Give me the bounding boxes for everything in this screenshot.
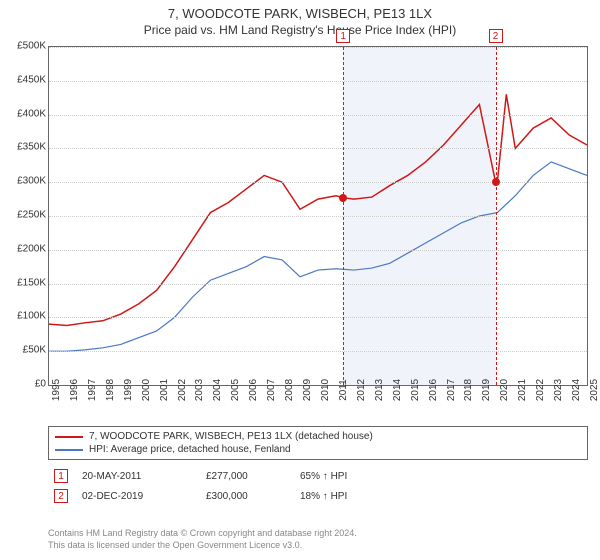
chart-title: 7, WOODCOTE PARK, WISBECH, PE13 1LX [0,0,600,23]
legend-label: 7, WOODCOTE PARK, WISBECH, PE13 1LX (det… [89,431,373,442]
legend: 7, WOODCOTE PARK, WISBECH, PE13 1LX (det… [48,426,588,506]
x-axis-label: 2023 [553,379,564,401]
gridline [49,81,587,82]
marker-price: £300,000 [206,491,286,502]
x-axis-label: 2008 [284,379,295,401]
y-axis-label: £350K [2,142,46,153]
x-axis-label: 2013 [374,379,385,401]
gridline [49,182,587,183]
x-axis-label: 2006 [248,379,259,401]
y-axis-label: £500K [2,41,46,52]
x-axis-label: 2017 [446,379,457,401]
gridline [49,284,587,285]
x-axis-label: 2022 [535,379,546,401]
marker-dot [339,194,347,202]
marker-number-box: 1 [54,469,68,483]
markers-table: 1 20-MAY-2011 £277,000 65% ↑ HPI 2 02-DE… [48,466,588,506]
series-line-hpi [49,162,587,351]
marker-row-1: 1 20-MAY-2011 £277,000 65% ↑ HPI [48,466,588,486]
legend-swatch [55,436,83,438]
x-axis-label: 2005 [230,379,241,401]
footnote-line: Contains HM Land Registry data © Crown c… [48,528,588,540]
y-axis-label: £150K [2,277,46,288]
marker-number-box: 2 [54,489,68,503]
chart-subtitle: Price paid vs. HM Land Registry's House … [0,23,600,41]
x-axis-label: 2021 [517,379,528,401]
y-axis-label: £50K [2,345,46,356]
x-axis-label: 2001 [159,379,170,401]
marker-flag: 1 [336,29,350,43]
y-axis-label: £400K [2,108,46,119]
x-axis-label: 1998 [105,379,116,401]
chart-container: 7, WOODCOTE PARK, WISBECH, PE13 1LX Pric… [0,0,600,560]
x-axis-label: 2003 [194,379,205,401]
y-axis-label: £450K [2,74,46,85]
marker-row-2: 2 02-DEC-2019 £300,000 18% ↑ HPI [48,486,588,506]
x-axis-label: 2007 [266,379,277,401]
x-axis-label: 2012 [356,379,367,401]
x-axis-label: 1999 [123,379,134,401]
marker-date: 02-DEC-2019 [82,491,192,502]
footnote: Contains HM Land Registry data © Crown c… [48,528,588,551]
gridline [49,148,587,149]
gridline [49,351,587,352]
footnote-line: This data is licensed under the Open Gov… [48,540,588,552]
x-axis-label: 2025 [589,379,600,401]
legend-row-price-paid: 7, WOODCOTE PARK, WISBECH, PE13 1LX (det… [55,430,581,443]
marker-pct: 65% ↑ HPI [300,471,400,482]
gridline [49,317,587,318]
marker-dot [492,178,500,186]
x-axis-label: 2018 [463,379,474,401]
x-axis-label: 1996 [69,379,80,401]
x-axis-label: 2010 [320,379,331,401]
gridline [49,216,587,217]
x-axis-label: 2002 [177,379,188,401]
x-axis-label: 2024 [571,379,582,401]
x-axis-label: 2011 [338,379,349,401]
x-axis-label: 2016 [428,379,439,401]
gridline [49,250,587,251]
legend-label: HPI: Average price, detached house, Fenl… [89,444,291,455]
marker-price: £277,000 [206,471,286,482]
legend-series-box: 7, WOODCOTE PARK, WISBECH, PE13 1LX (det… [48,426,588,460]
x-axis-label: 2004 [212,379,223,401]
x-axis-label: 2019 [481,379,492,401]
x-axis-label: 2015 [410,379,421,401]
gridline [49,115,587,116]
y-axis-label: £200K [2,243,46,254]
x-axis-label: 2009 [302,379,313,401]
marker-date: 20-MAY-2011 [82,471,192,482]
marker-pct: 18% ↑ HPI [300,491,400,502]
y-axis-label: £300K [2,176,46,187]
legend-swatch [55,449,83,451]
legend-row-hpi: HPI: Average price, detached house, Fenl… [55,443,581,456]
y-axis-label: £0 [2,379,46,390]
y-axis-label: £100K [2,311,46,322]
x-axis-label: 2014 [392,379,403,401]
x-axis-label: 1997 [87,379,98,401]
series-line-price_paid [49,94,587,325]
marker-flag: 2 [489,29,503,43]
x-axis-label: 1995 [51,379,62,401]
plot-area: 12 [48,46,588,386]
gridline [49,47,587,48]
marker-line [496,47,497,385]
y-axis-label: £250K [2,210,46,221]
marker-line [343,47,344,385]
x-axis-label: 2020 [499,379,510,401]
x-axis-label: 2000 [141,379,152,401]
